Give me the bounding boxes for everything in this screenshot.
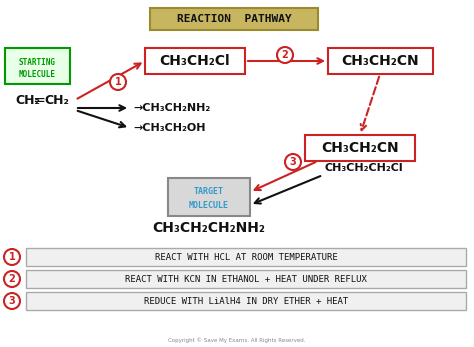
- Text: CH₃CH₂CH₂Cl: CH₃CH₂CH₂Cl: [325, 163, 404, 173]
- Text: CH₂: CH₂: [44, 93, 69, 107]
- FancyBboxPatch shape: [328, 48, 433, 74]
- Text: CH₃CH₂CN: CH₃CH₂CN: [341, 54, 419, 68]
- Circle shape: [285, 154, 301, 170]
- Text: REACT WITH HCL AT ROOM TEMPERATURE: REACT WITH HCL AT ROOM TEMPERATURE: [155, 253, 337, 262]
- Circle shape: [4, 249, 20, 265]
- Text: 3: 3: [9, 296, 15, 306]
- Text: REACT WITH KCN IN ETHANOL + HEAT UNDER REFLUX: REACT WITH KCN IN ETHANOL + HEAT UNDER R…: [125, 274, 367, 283]
- Text: 1: 1: [9, 252, 15, 262]
- FancyBboxPatch shape: [168, 178, 250, 216]
- FancyBboxPatch shape: [305, 135, 415, 161]
- FancyBboxPatch shape: [26, 248, 466, 266]
- Text: CH₃CH₂CH₂NH₂: CH₃CH₂CH₂NH₂: [153, 221, 265, 235]
- Text: MOLECULE: MOLECULE: [18, 69, 55, 78]
- Text: →CH₃CH₂OH: →CH₃CH₂OH: [133, 123, 206, 133]
- Text: ═: ═: [34, 93, 43, 108]
- FancyBboxPatch shape: [26, 270, 466, 288]
- FancyBboxPatch shape: [5, 48, 70, 84]
- Text: 1: 1: [115, 77, 121, 87]
- Circle shape: [277, 47, 293, 63]
- Text: 3: 3: [290, 157, 296, 167]
- Text: CH₂: CH₂: [15, 93, 40, 107]
- FancyBboxPatch shape: [26, 292, 466, 310]
- Text: REDUCE WITH LiAlH4 IN DRY ETHER + HEAT: REDUCE WITH LiAlH4 IN DRY ETHER + HEAT: [144, 296, 348, 305]
- Text: →CH₃CH₂NH₂: →CH₃CH₂NH₂: [133, 103, 210, 113]
- Text: CH₃CH₂Cl: CH₃CH₂Cl: [160, 54, 230, 68]
- Text: REACTION  PATHWAY: REACTION PATHWAY: [177, 14, 292, 24]
- Text: 2: 2: [282, 50, 288, 60]
- Text: MOLECULE: MOLECULE: [189, 201, 229, 210]
- Text: 2: 2: [9, 274, 15, 284]
- Text: Copyright © Save My Exams. All Rights Reserved.: Copyright © Save My Exams. All Rights Re…: [168, 337, 306, 343]
- FancyBboxPatch shape: [150, 8, 318, 30]
- Circle shape: [110, 74, 126, 90]
- Circle shape: [4, 271, 20, 287]
- Text: TARGET: TARGET: [194, 186, 224, 195]
- Text: CH₃CH₂CN: CH₃CH₂CN: [321, 141, 399, 155]
- FancyBboxPatch shape: [145, 48, 245, 74]
- Text: STARTING: STARTING: [18, 58, 55, 67]
- Circle shape: [4, 293, 20, 309]
